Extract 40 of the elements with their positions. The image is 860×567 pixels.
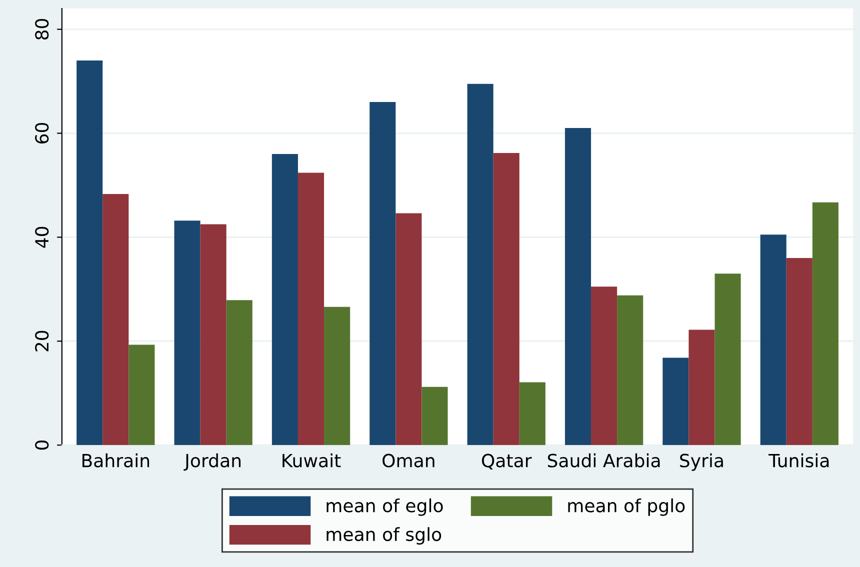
y-tick-label: 60 xyxy=(35,122,49,144)
bar xyxy=(396,213,422,446)
x-tick-label: Qatar xyxy=(482,454,532,470)
bar xyxy=(298,172,324,446)
bar xyxy=(519,382,546,446)
bar xyxy=(200,224,226,446)
bar xyxy=(272,154,298,446)
y-tick-label: 20 xyxy=(35,330,49,352)
x-tick-label: Kuwait xyxy=(282,453,341,468)
bar xyxy=(128,344,155,446)
bar xyxy=(714,274,741,446)
bar xyxy=(617,295,644,446)
bar xyxy=(226,300,252,446)
bar xyxy=(564,128,592,446)
bar xyxy=(102,194,129,446)
y-tick-label: 0 xyxy=(35,440,49,450)
x-tick-label: Bahrain xyxy=(82,453,150,468)
bar xyxy=(76,60,103,446)
x-tick-label: Oman xyxy=(382,454,434,468)
bar xyxy=(812,202,838,446)
bar xyxy=(493,152,520,446)
legend-label: mean of eglo xyxy=(326,498,443,516)
bar xyxy=(760,234,786,446)
y-tick-label: 40 xyxy=(35,226,49,248)
bar xyxy=(591,286,618,446)
bar xyxy=(688,330,715,446)
legend-label: mean of pglo xyxy=(568,498,685,516)
x-tick-label: Jordan xyxy=(184,453,241,471)
bar xyxy=(422,386,448,446)
y-tick-label: 80 xyxy=(35,19,49,40)
bar xyxy=(662,358,689,446)
x-tick-label: Syria xyxy=(680,453,723,471)
bar xyxy=(467,84,494,446)
bar xyxy=(370,102,396,446)
x-tick-label: Tunisia xyxy=(768,453,829,468)
legend-label: mean of sglo xyxy=(326,527,442,545)
bar xyxy=(786,258,812,446)
x-tick-label: Saudi Arabia xyxy=(548,453,660,468)
bar xyxy=(324,306,350,446)
bar xyxy=(174,220,200,446)
